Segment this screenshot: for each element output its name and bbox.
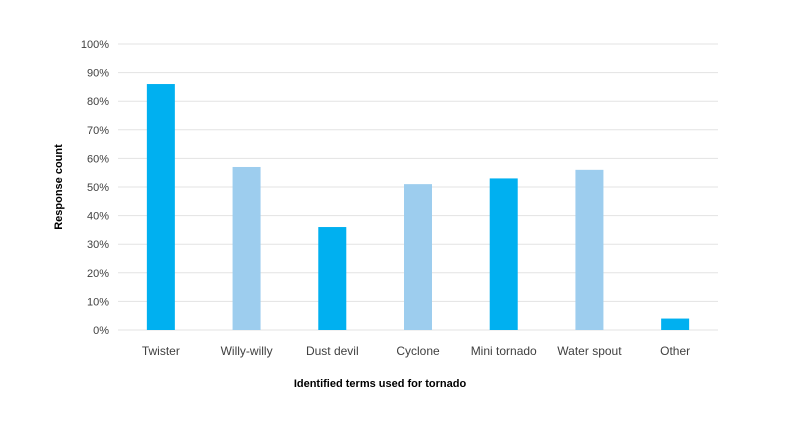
x-tick-label: Other (660, 344, 690, 358)
y-tick-label: 60% (87, 153, 109, 165)
y-tick-label: 0% (93, 325, 109, 337)
x-tick-label: Willy-willy (221, 344, 273, 358)
bar-cyclone (404, 184, 432, 330)
y-tick-label: 20% (87, 268, 109, 280)
y-tick-label: 100% (81, 39, 109, 51)
x-tick-label: Twister (142, 344, 180, 358)
bar-dust-devil (318, 227, 347, 330)
x-tick-label: Water spout (557, 344, 622, 358)
bar-willy-willy (232, 166, 261, 330)
y-axis-ticks: 0% 10% 20% 30% 40% 50% 60% 70% 80% 90% 100% (81, 39, 109, 337)
y-tick-label: 30% (87, 239, 109, 251)
y-tick-label: 40% (87, 211, 109, 223)
bar-mini-tornado (489, 178, 518, 330)
y-tick-label: 10% (87, 296, 109, 308)
x-axis-ticks: Twister Willy-willy Dust devil Cyclone Mini … (142, 344, 690, 358)
x-tick-label: Cyclone (396, 344, 440, 358)
y-tick-label: 50% (87, 182, 109, 194)
bar-water-spout (575, 169, 604, 330)
x-axis-title: Identified terms used for tornado (294, 378, 467, 390)
bars (146, 84, 690, 330)
x-tick-label: Mini tornado (471, 344, 537, 358)
y-tick-label: 90% (87, 68, 109, 80)
y-tick-label: 80% (87, 96, 109, 108)
y-axis-title: Response count (53, 144, 65, 230)
x-tick-label: Dust devil (306, 344, 359, 358)
bar-twister (146, 84, 175, 330)
y-tick-label: 70% (87, 125, 109, 137)
bar-other (661, 318, 690, 330)
